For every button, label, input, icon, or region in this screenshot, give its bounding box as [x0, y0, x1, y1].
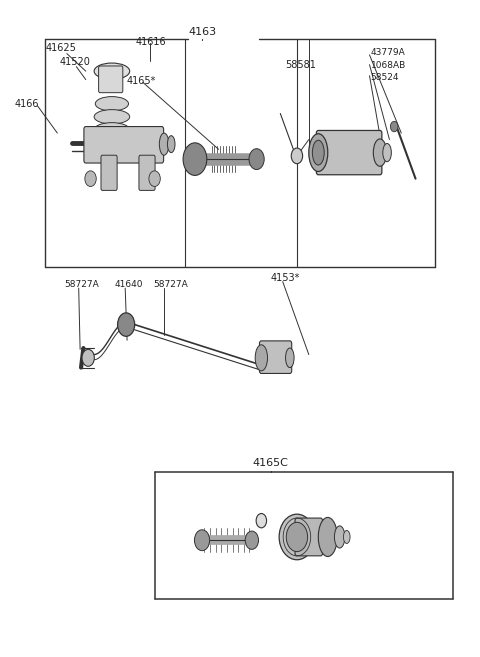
Ellipse shape — [96, 97, 129, 111]
Ellipse shape — [255, 345, 267, 371]
FancyBboxPatch shape — [260, 341, 292, 373]
Ellipse shape — [94, 110, 130, 124]
Text: 4163: 4163 — [188, 27, 216, 37]
Text: 41625: 41625 — [46, 43, 76, 53]
Text: 4166: 4166 — [14, 99, 39, 109]
FancyBboxPatch shape — [139, 155, 155, 191]
Text: 43779A: 43779A — [371, 49, 405, 57]
Ellipse shape — [286, 348, 294, 367]
Text: 58524: 58524 — [371, 72, 399, 81]
Circle shape — [118, 313, 135, 336]
Ellipse shape — [335, 526, 345, 548]
Text: 58727A: 58727A — [154, 281, 189, 289]
FancyBboxPatch shape — [84, 127, 164, 163]
Text: 58581: 58581 — [285, 60, 316, 70]
FancyBboxPatch shape — [101, 155, 117, 191]
Ellipse shape — [309, 134, 328, 171]
Text: 1068AB: 1068AB — [371, 61, 406, 70]
Circle shape — [390, 122, 398, 132]
Ellipse shape — [94, 63, 130, 79]
Circle shape — [291, 148, 302, 164]
Circle shape — [149, 171, 160, 187]
Ellipse shape — [279, 514, 315, 560]
Text: 4165C: 4165C — [253, 459, 289, 468]
Circle shape — [82, 350, 95, 367]
Ellipse shape — [383, 143, 391, 162]
FancyBboxPatch shape — [98, 66, 123, 93]
Text: 4153*: 4153* — [271, 273, 300, 283]
Circle shape — [183, 143, 207, 175]
Circle shape — [245, 531, 259, 549]
Ellipse shape — [318, 518, 337, 556]
Text: 4165*: 4165* — [126, 76, 156, 86]
Ellipse shape — [94, 123, 130, 137]
Ellipse shape — [286, 522, 308, 552]
Text: 58727A: 58727A — [64, 281, 99, 289]
Ellipse shape — [168, 136, 175, 152]
FancyBboxPatch shape — [316, 131, 382, 175]
Ellipse shape — [312, 140, 324, 165]
Ellipse shape — [373, 139, 386, 166]
Circle shape — [249, 148, 264, 170]
FancyBboxPatch shape — [295, 518, 323, 556]
Circle shape — [256, 514, 266, 528]
Circle shape — [194, 530, 210, 551]
Text: 41616: 41616 — [136, 37, 166, 47]
Ellipse shape — [343, 530, 350, 543]
Text: 41640: 41640 — [115, 281, 143, 289]
Circle shape — [85, 171, 96, 187]
Text: 41520: 41520 — [60, 57, 91, 67]
Ellipse shape — [159, 133, 169, 155]
